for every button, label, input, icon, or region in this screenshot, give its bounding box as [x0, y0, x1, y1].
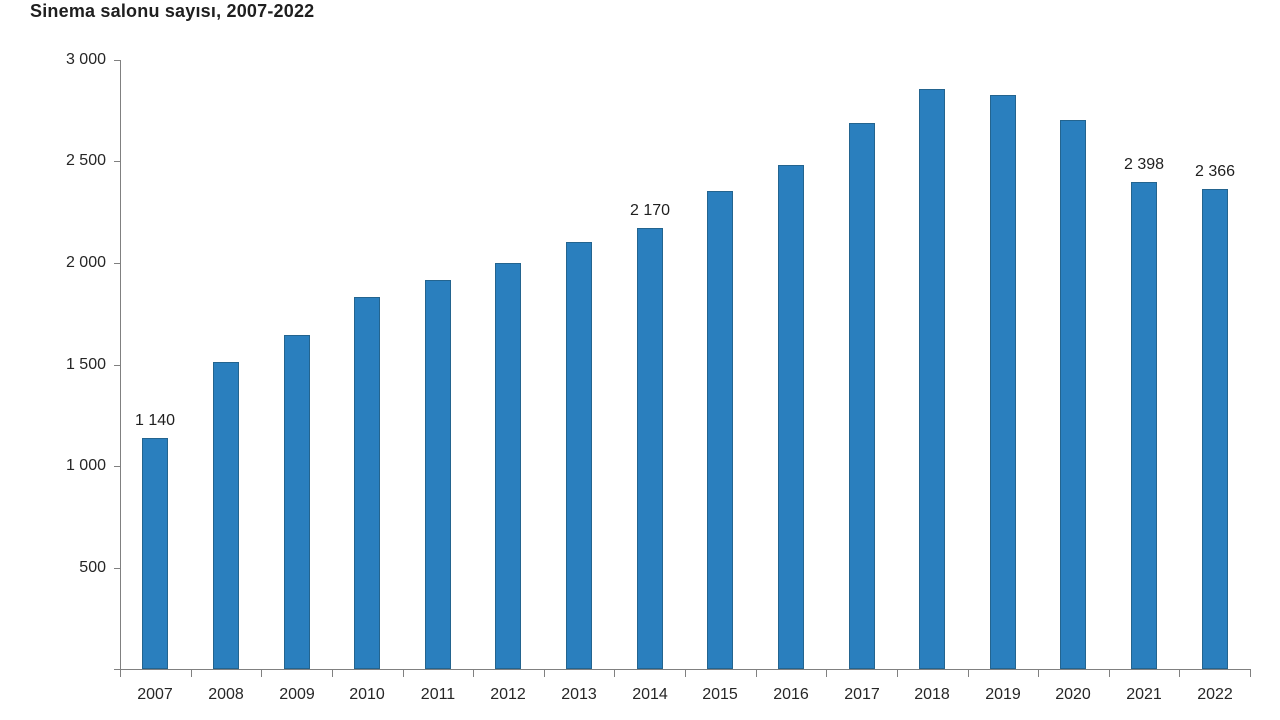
x-axis-label-2017: 2017 — [844, 686, 880, 703]
x-tick — [1250, 670, 1251, 677]
y-tick — [114, 568, 120, 569]
y-tick-label: 500 — [79, 559, 106, 576]
x-axis-label-2007: 2007 — [137, 686, 173, 703]
x-tick — [1179, 670, 1180, 677]
bar-2015 — [707, 191, 733, 669]
bar-2011 — [425, 280, 451, 669]
x-axis-line — [114, 669, 1251, 670]
y-axis-line — [120, 60, 121, 669]
x-axis-label-2008: 2008 — [208, 686, 244, 703]
x-tick — [332, 670, 333, 677]
y-tick — [114, 161, 120, 162]
x-tick — [968, 670, 969, 677]
y-tick — [114, 466, 120, 467]
x-tick — [897, 670, 898, 677]
bar-2019 — [990, 95, 1016, 669]
bar-2021 — [1131, 182, 1157, 669]
chart-title: Sinema salonu sayısı, 2007-2022 — [30, 1, 315, 21]
x-axis-label-2019: 2019 — [985, 686, 1021, 703]
x-axis-label-2009: 2009 — [279, 686, 315, 703]
bar-2008 — [213, 362, 239, 669]
bar-2009 — [284, 335, 310, 669]
bar-2007 — [142, 438, 168, 669]
y-tick — [114, 263, 120, 264]
x-tick — [614, 670, 615, 677]
x-tick — [261, 670, 262, 677]
x-axis-label-2022: 2022 — [1197, 686, 1233, 703]
y-tick-label: 1 500 — [65, 356, 106, 373]
y-tick-label: 2 000 — [65, 254, 106, 271]
bar-2020 — [1060, 120, 1086, 669]
bar-2022 — [1202, 189, 1228, 669]
x-tick — [1038, 670, 1039, 677]
bar-2018 — [919, 89, 945, 669]
bar-2010 — [354, 297, 380, 669]
x-axis-label-2016: 2016 — [773, 686, 809, 703]
x-axis-label-2015: 2015 — [702, 686, 738, 703]
x-tick — [191, 670, 192, 677]
x-tick — [403, 670, 404, 677]
bar-value-label-2022: 2 366 — [1194, 163, 1236, 180]
x-axis-label-2018: 2018 — [914, 686, 950, 703]
x-axis-label-2020: 2020 — [1055, 686, 1091, 703]
bar-value-label-2021: 2 398 — [1123, 156, 1165, 173]
y-tick-label: 1 000 — [65, 457, 106, 474]
bar-2013 — [566, 242, 592, 669]
x-tick — [473, 670, 474, 677]
x-tick — [544, 670, 545, 677]
x-tick — [756, 670, 757, 677]
x-axis-label-2021: 2021 — [1126, 686, 1162, 703]
bar-2017 — [849, 123, 875, 669]
x-axis-label-2010: 2010 — [349, 686, 385, 703]
x-tick — [120, 670, 121, 677]
x-axis-label-2011: 2011 — [420, 686, 456, 703]
x-tick — [685, 670, 686, 677]
x-axis-label-2014: 2014 — [632, 686, 668, 703]
bar-2012 — [495, 263, 521, 669]
bar-2016 — [778, 165, 804, 669]
x-axis-label-2013: 2013 — [561, 686, 597, 703]
x-tick — [826, 670, 827, 677]
y-tick — [114, 365, 120, 366]
bar-value-label-2014: 2 170 — [629, 202, 671, 219]
y-tick — [114, 60, 120, 61]
y-tick-label: 3 000 — [65, 51, 106, 68]
x-tick — [1109, 670, 1110, 677]
bar-value-label-2007: 1 140 — [134, 412, 176, 429]
bar-2014 — [637, 228, 663, 669]
x-axis-label-2012: 2012 — [490, 686, 526, 703]
y-tick-label: 2 500 — [65, 152, 106, 169]
